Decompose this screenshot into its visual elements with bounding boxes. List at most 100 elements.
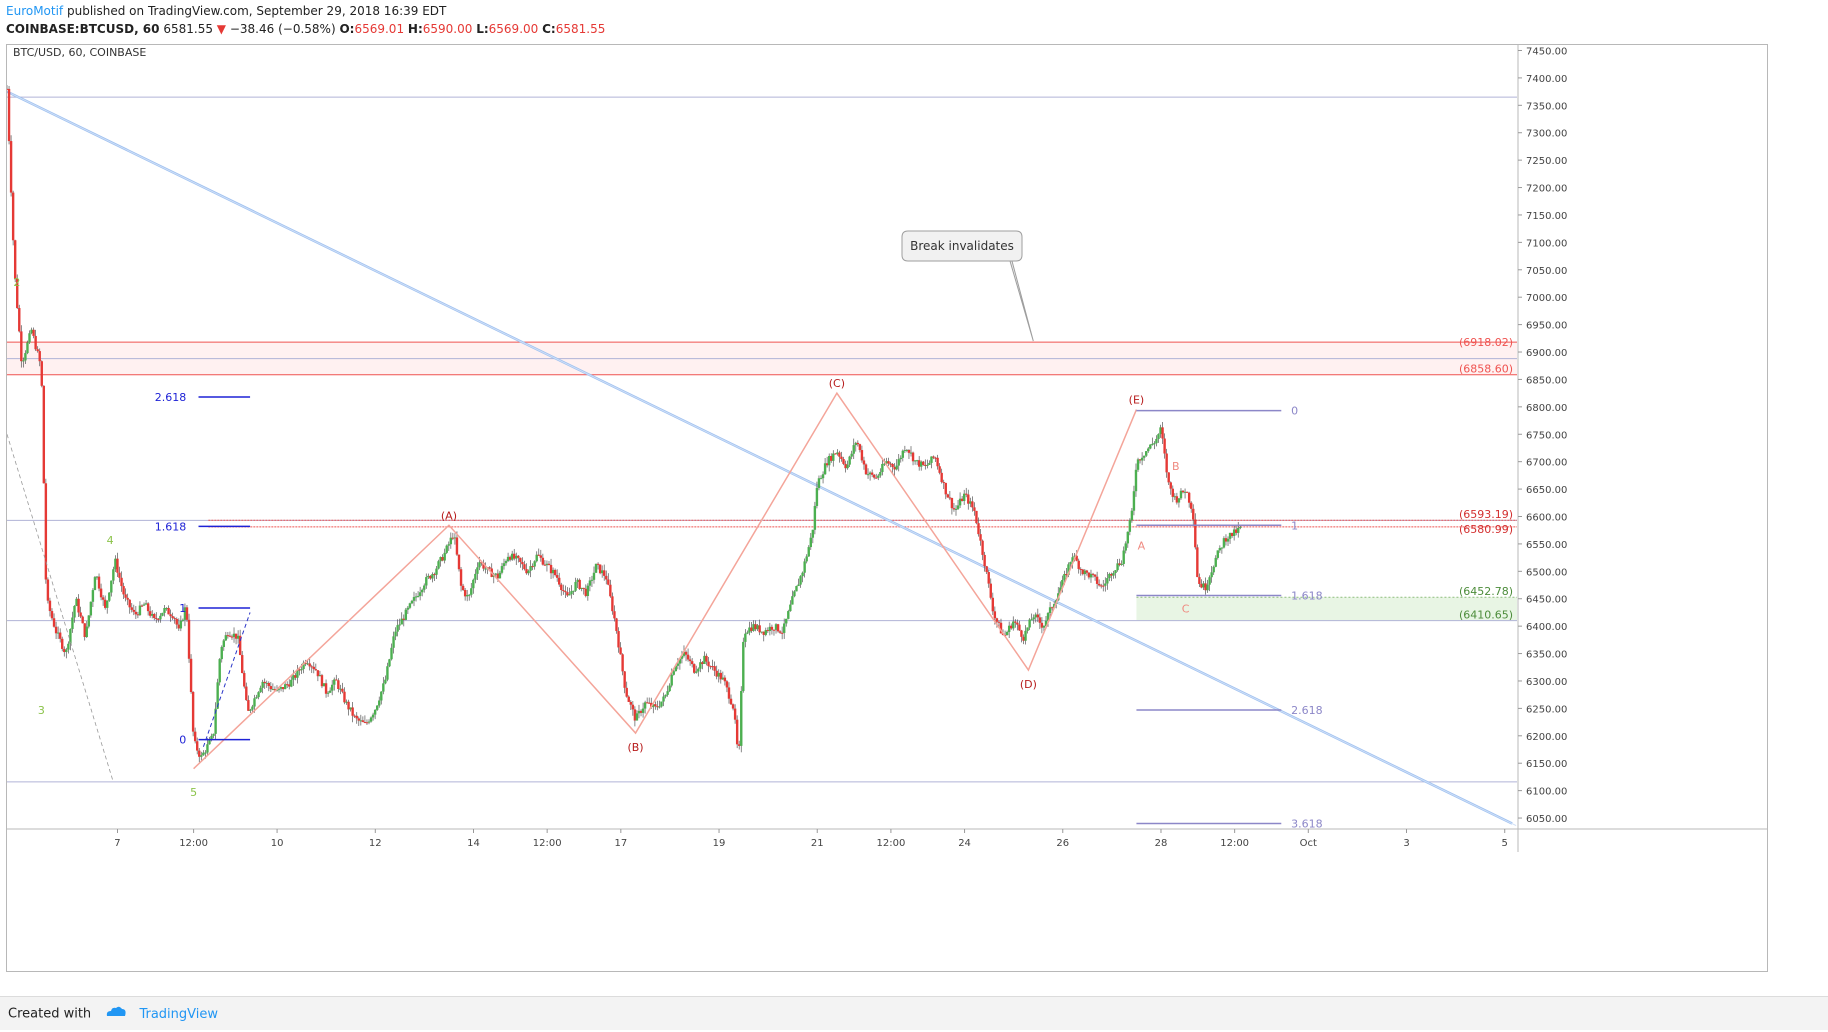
x-tick-label-15: 3 bbox=[1403, 838, 1409, 849]
candle-body bbox=[797, 584, 800, 587]
candle-body bbox=[20, 331, 23, 362]
candle-body bbox=[163, 608, 166, 613]
candle-body bbox=[196, 741, 199, 751]
candle-body bbox=[893, 467, 896, 470]
candle-body bbox=[320, 675, 324, 687]
candle-body bbox=[1159, 427, 1162, 435]
close-value: 6581.55 bbox=[555, 22, 606, 36]
y-tick-label-20: 7050.00 bbox=[1526, 266, 1567, 277]
chart-pane[interactable] bbox=[6, 44, 1768, 972]
candle-body bbox=[936, 457, 939, 467]
candle-body bbox=[1220, 547, 1224, 549]
resistance-bottom-label: (6858.60) bbox=[1459, 363, 1513, 376]
y-tick-label-15: 6800.00 bbox=[1526, 403, 1567, 414]
candle-body bbox=[420, 589, 424, 593]
candle-body bbox=[993, 611, 997, 619]
candle-body bbox=[643, 702, 647, 709]
candle-body bbox=[582, 587, 585, 589]
candle-body bbox=[762, 631, 765, 635]
tradingview-link[interactable]: TradingView bbox=[139, 1006, 218, 1022]
candle-body bbox=[680, 655, 684, 659]
candle-body bbox=[801, 572, 804, 577]
candle-body bbox=[748, 627, 751, 633]
candle-body bbox=[77, 598, 80, 613]
candle-body bbox=[461, 585, 465, 591]
candle-body bbox=[26, 342, 29, 354]
candle-body bbox=[856, 442, 860, 445]
candle-body bbox=[627, 696, 630, 702]
candle-body bbox=[1228, 532, 1232, 539]
candle-body bbox=[83, 623, 86, 638]
x-tick-label-3: 12 bbox=[369, 838, 382, 849]
y-tick-label-12: 6650.00 bbox=[1526, 485, 1567, 496]
author-link[interactable]: EuroMotif bbox=[6, 4, 64, 18]
candle-body bbox=[899, 457, 902, 460]
candle-body bbox=[300, 669, 303, 671]
candle-body bbox=[304, 662, 307, 664]
candle-body bbox=[220, 646, 223, 660]
fib-right-label-3: 2.618 bbox=[1291, 704, 1323, 717]
candle-body bbox=[570, 591, 573, 595]
candle-body bbox=[232, 633, 236, 638]
candle-body bbox=[621, 654, 624, 672]
candle-body bbox=[271, 689, 275, 691]
candle-body bbox=[564, 591, 567, 593]
created-with-text: Created with bbox=[8, 1006, 92, 1022]
candle-body bbox=[480, 562, 483, 564]
candle-body bbox=[578, 579, 581, 589]
price-chart[interactable]: BTC/USD, 60, COINBASE (6918.02) (6858.60) (… bbox=[0, 0, 1828, 996]
fib-right-label-0: 0 bbox=[1291, 405, 1298, 418]
candle-body bbox=[71, 617, 74, 630]
candle-body bbox=[715, 670, 718, 677]
candle-body bbox=[437, 561, 440, 569]
candle-body bbox=[408, 603, 412, 608]
candle-body bbox=[1077, 560, 1080, 569]
candle-body bbox=[157, 619, 160, 621]
candle-body bbox=[308, 663, 311, 667]
open-label: O: bbox=[339, 22, 355, 36]
candle-body bbox=[768, 626, 772, 632]
candle-body bbox=[834, 453, 837, 455]
candle-body bbox=[895, 465, 898, 470]
candle-body bbox=[1216, 550, 1219, 558]
candle-body bbox=[7, 88, 11, 142]
candle-body bbox=[817, 478, 821, 488]
candle-body bbox=[872, 474, 876, 478]
candle-body bbox=[662, 696, 665, 702]
high-label: H: bbox=[407, 22, 423, 36]
candle-body bbox=[16, 278, 19, 309]
candle-body bbox=[414, 596, 418, 598]
candle-body bbox=[453, 537, 457, 539]
candle-body bbox=[202, 752, 205, 756]
candle-body bbox=[948, 497, 952, 499]
candle-body bbox=[114, 558, 117, 570]
candle-body bbox=[938, 466, 941, 473]
candle-body bbox=[999, 622, 1003, 634]
candle-body bbox=[515, 555, 518, 559]
candle-body bbox=[249, 709, 252, 711]
candle-body bbox=[922, 461, 925, 465]
published-text: published on TradingView.com, September … bbox=[67, 4, 447, 18]
candle-body bbox=[351, 707, 354, 716]
candle-body bbox=[1194, 519, 1197, 548]
candle-body bbox=[1157, 434, 1160, 439]
candle-body bbox=[672, 671, 675, 675]
candle-body bbox=[611, 596, 614, 612]
candle-body bbox=[838, 452, 841, 457]
candle-body bbox=[392, 636, 395, 648]
candle-body bbox=[216, 682, 219, 709]
candle-body bbox=[498, 572, 502, 579]
candle-body bbox=[124, 594, 127, 598]
candle-body bbox=[367, 721, 371, 723]
candle-body bbox=[1210, 572, 1213, 578]
candle-body bbox=[1075, 555, 1078, 561]
candle-body bbox=[153, 614, 156, 619]
candle-body bbox=[1163, 438, 1166, 454]
candle-body bbox=[1050, 607, 1054, 609]
symbol-info: COINBASE:BTCUSD, 60 6581.55 ▼ −38.46 (−0… bbox=[6, 21, 605, 37]
y-tick-label-27: 7400.00 bbox=[1526, 74, 1567, 85]
candle-body bbox=[666, 691, 669, 695]
candle-body bbox=[913, 460, 917, 462]
candle-body bbox=[962, 493, 966, 501]
candle-body bbox=[934, 457, 937, 459]
